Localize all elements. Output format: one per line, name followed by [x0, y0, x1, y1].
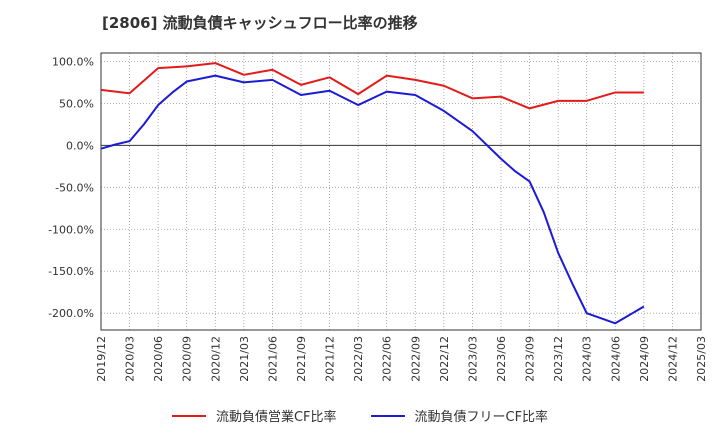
- x-tick-label: 2020/09: [181, 336, 194, 382]
- x-tick-label: 2019/12: [95, 336, 108, 382]
- x-tick-label: 2023/06: [495, 336, 508, 382]
- legend: 流動負債営業CF比率 流動負債フリーCF比率: [0, 406, 720, 425]
- x-tick-label: 2021/03: [238, 336, 251, 382]
- x-tick-label: 2022/03: [352, 336, 365, 382]
- x-tick-label: 2024/09: [638, 336, 651, 382]
- x-tick-label: 2021/09: [295, 336, 308, 382]
- x-tick-label: 2022/12: [438, 336, 451, 382]
- y-tick-label: 50.0%: [59, 97, 94, 110]
- axes: 100.0% 50.0% 0.0% -50.0% -100.0% -150.0% -200.…: [48, 52, 708, 382]
- legend-swatch: [171, 414, 206, 417]
- legend-item-2: 流動負債フリーCF比率: [370, 406, 549, 425]
- y-tick-label: 100.0%: [52, 55, 94, 68]
- legend-swatch: [370, 414, 405, 417]
- y-tick-label: -150.0%: [48, 265, 94, 278]
- x-tick-label: 2021/12: [324, 336, 337, 382]
- plot-border: [100, 52, 702, 331]
- grid: [101, 53, 701, 330]
- x-tick-label: 2024/12: [666, 336, 679, 382]
- y-tick-label: -100.0%: [48, 223, 94, 236]
- legend-label: 流動負債営業CF比率: [215, 410, 337, 425]
- series-lines: [100, 62, 645, 325]
- legend-item-1: 流動負債営業CF比率: [171, 406, 337, 425]
- x-tick-label: 2024/03: [581, 336, 594, 382]
- series-line-2: [100, 74, 645, 325]
- x-tick-label: 2022/09: [409, 336, 422, 382]
- x-tick-label: 2020/06: [152, 336, 165, 382]
- x-tick-label: 2022/06: [381, 336, 394, 382]
- x-tick-label: 2021/06: [266, 336, 279, 382]
- x-tick-label: 2020/03: [124, 336, 137, 382]
- x-tick-label: 2023/12: [552, 336, 565, 382]
- x-tick-label: 2025/03: [695, 336, 708, 382]
- x-tick-label: 2023/03: [466, 336, 479, 382]
- x-tick-label: 2024/06: [609, 336, 622, 382]
- chart-title: [2806] 流動負債キャッシュフロー比率の推移: [102, 14, 418, 32]
- legend-label: 流動負債フリーCF比率: [414, 410, 549, 425]
- y-tick-label: 0.0%: [66, 139, 94, 152]
- y-tick-label: -50.0%: [55, 181, 94, 194]
- x-tick-label: 2023/09: [524, 336, 537, 382]
- y-tick-label: -200.0%: [48, 307, 94, 320]
- x-tick-label: 2020/12: [209, 336, 222, 382]
- series-line-1: [100, 62, 644, 110]
